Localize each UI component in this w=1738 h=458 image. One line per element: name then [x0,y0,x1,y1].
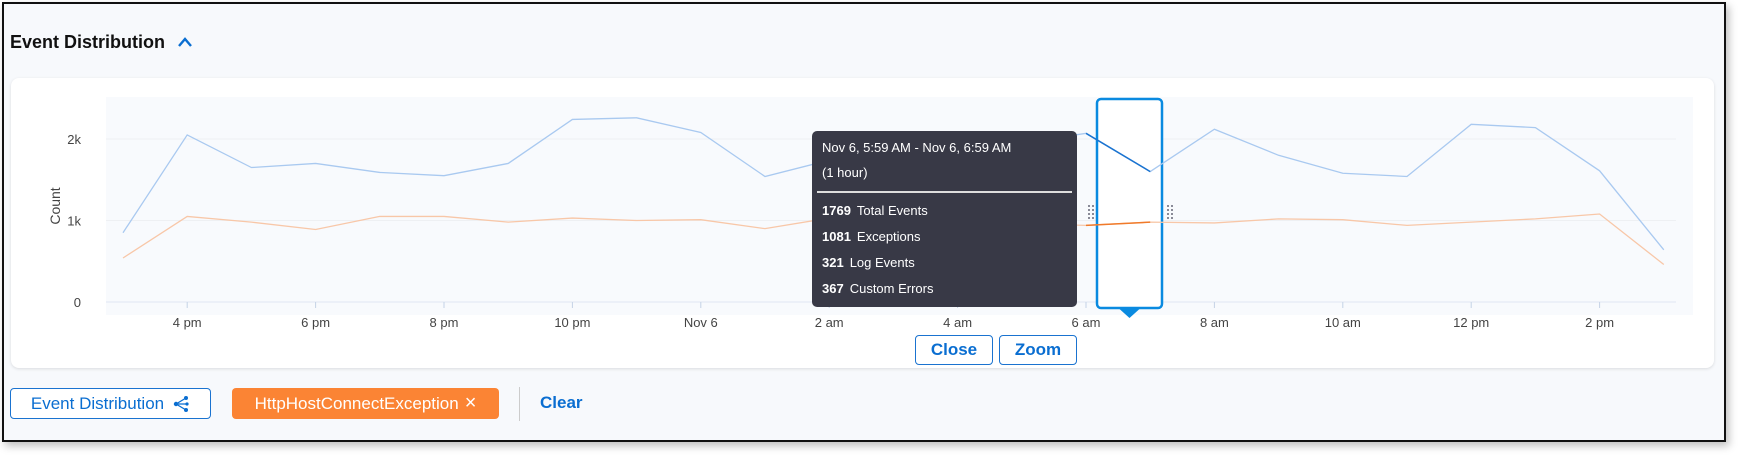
zoom-button[interactable]: Zoom [999,335,1077,365]
x-tick-label: 8 pm [430,315,459,330]
series-highlight-1 [1085,221,1151,227]
x-tick-label: 2 am [815,315,844,330]
x-tick-label: 10 pm [554,315,590,330]
tooltip-duration: (1 hour) [822,165,868,180]
x-tick-label: 4 pm [173,315,202,330]
drag-handle-dot [1088,217,1090,219]
drag-handle-dot [1092,209,1094,211]
share-icon [173,395,189,412]
event-distribution-button[interactable]: Event Distribution [10,388,211,419]
drag-handle-dot [1171,217,1173,219]
y-tick-label: 0 [74,295,81,310]
chevron-up-icon[interactable] [176,34,194,50]
y-axis-label: Count [47,187,63,224]
tooltip-row-exceptions: 1081 Exceptions [822,229,921,244]
drag-handle-dot [1167,205,1169,207]
x-tick-label: 12 pm [1453,315,1489,330]
filter-chip[interactable]: HttpHostConnectException × [232,388,499,419]
x-tick-label: 4 am [943,315,972,330]
drag-handle-dot [1088,209,1090,211]
drag-handle-dot [1167,217,1169,219]
drag-handle-dot [1171,209,1173,211]
drag-handle-dot [1167,213,1169,215]
x-tick-label: 10 am [1325,315,1361,330]
tooltip-row-total: 1769 Total Events [822,203,928,218]
x-tick-label: 6 am [1072,315,1101,330]
y-tick-label: 2k [67,132,81,147]
section-title: Event Distribution [10,32,166,52]
clear-link[interactable]: Clear [540,393,583,412]
divider [519,387,520,421]
tooltip-divider [817,191,1072,193]
drag-handle-dot [1167,209,1169,211]
tooltip-range: Nov 6, 5:59 AM - Nov 6, 6:59 AM [822,140,1012,155]
drag-handle-dot [1088,205,1090,207]
selection-box [1095,97,1164,310]
selection-pointer [1119,309,1140,318]
drag-handle-dot [1092,213,1094,215]
x-tick-label: 2 pm [1585,315,1614,330]
x-tick-label: 8 am [1200,315,1229,330]
x-tick-label: Nov 6 [684,315,718,330]
tooltip-row-log-events: 321 Log Events [822,255,915,270]
event-distribution-label: Event Distribution [30,393,165,413]
drag-handle-dot [1088,213,1090,215]
drag-handle-dot [1092,217,1094,219]
x-tick-label: 6 pm [301,315,330,330]
close-icon[interactable]: × [464,392,477,414]
chart-tooltip: Nov 6, 5:59 AM - Nov 6, 6:59 AM (1 hour)… [812,131,1077,307]
drag-handle-dot [1171,213,1173,215]
drag-handle-dot [1171,205,1173,207]
filter-chip-label: HttpHostConnectException [254,393,459,413]
drag-handle-dot [1092,205,1094,207]
y-tick-label: 1k [67,214,81,229]
tooltip-row-custom-errors: 367 Custom Errors [822,281,934,296]
series-highlight-0 [1085,132,1151,173]
close-button[interactable]: Close [915,335,993,365]
